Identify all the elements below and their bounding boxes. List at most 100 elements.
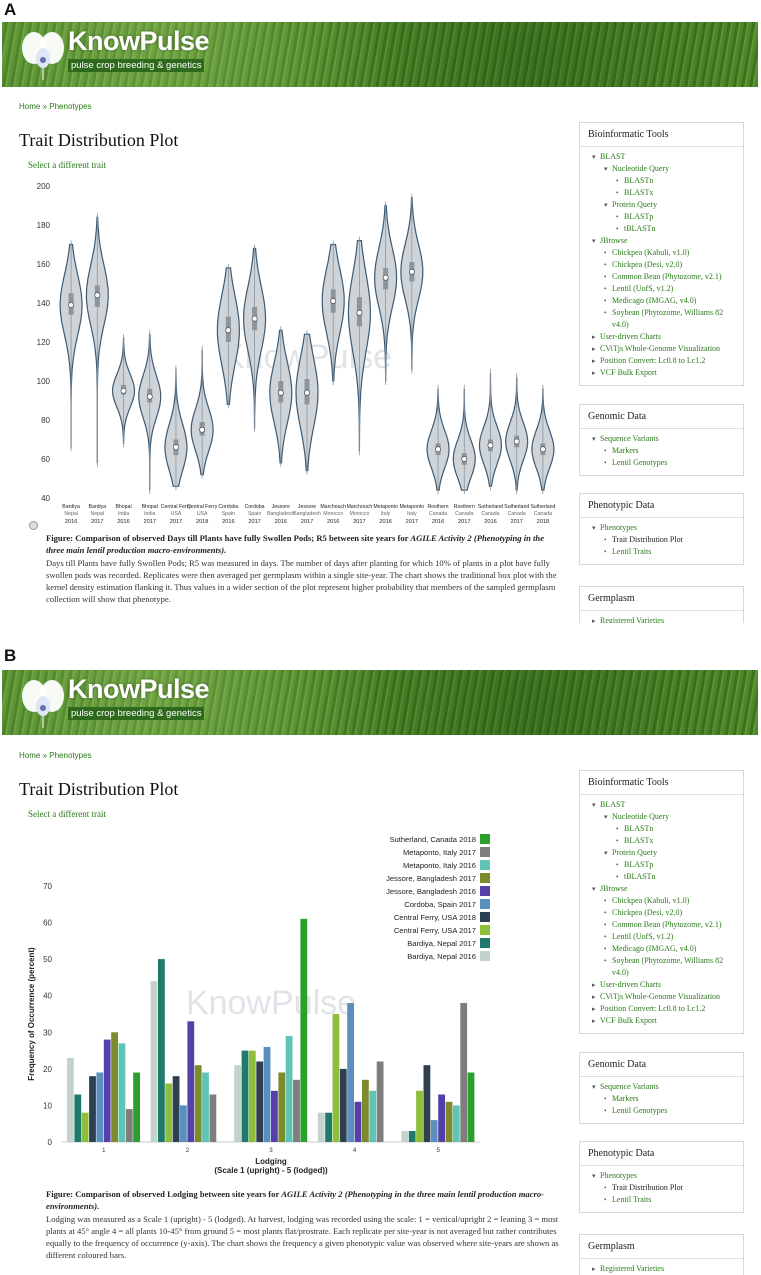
bullet-icon: • [616, 825, 619, 833]
sidebar-item-sequence-variants[interactable]: ▾ Sequence Variants [592, 433, 735, 445]
sidebar-item-markers[interactable]: • Markers [592, 445, 735, 457]
sidebar-item-label: Position Convert: Lc0.8 to Lc1.2 [600, 1004, 706, 1013]
page-title: Trait Distribution Plot [19, 779, 179, 799]
bullet-icon: • [604, 945, 607, 953]
sidebar-item-blastx[interactable]: • BLASTx [592, 187, 735, 199]
sidebar-item-vcf-bulk-export[interactable]: ▸ VCF Bulk Export [592, 1015, 735, 1027]
sidebar-item-sequence-variants[interactable]: ▾ Sequence Variants [592, 1081, 735, 1093]
knowpulse-flower-logo[interactable] [20, 676, 66, 728]
sidebar-item-medicago-imgag-v4-0[interactable]: • Medicago (IMGAG, v4.0) [592, 295, 735, 307]
sidebar-item-soybean-phytozome-williams-82[interactable]: • Soybean (Phytozome, Williams 82 [592, 955, 735, 967]
sidebar-item-blast[interactable]: ▾ BLAST [592, 799, 735, 811]
sidebar-item-phenotypes[interactable]: ▾ Phenotypes [592, 1170, 735, 1182]
sidebar-item-lentil-uofs-v1-2[interactable]: • Lentil (UofS, v1.2) [592, 931, 735, 943]
sidebar-item-label: VCF Bulk Export [600, 368, 657, 377]
sidebar-item-phenotypes[interactable]: ▾ Phenotypes [592, 522, 735, 534]
x-tick-country: Morocco [349, 511, 369, 517]
x-tick-country: Canada [481, 511, 499, 517]
sidebar-item-lentil-uofs-v1-2[interactable]: • Lentil (UofS, v1.2) [592, 283, 735, 295]
x-tick-site: Metaponto [373, 504, 398, 510]
sidebar-item-position-convert-lc0-8-to-lc1-2[interactable]: ▸ Position Convert: Lc0.8 to Lc1.2 [592, 1003, 735, 1015]
sidebar-item-protein-query[interactable]: ▾ Protein Query [592, 847, 735, 859]
sidebar-item-lentil-traits[interactable]: • Lentil Traits [592, 546, 735, 558]
sidebar-item-lentil-genotypes[interactable]: • Lentil Genotypes [592, 457, 735, 469]
x-tick-site: Marchouch [320, 504, 346, 510]
sidebar-item-label: Sequence Variants [600, 1082, 659, 1091]
x-tick-site: Jessore [298, 504, 316, 510]
site-brand[interactable]: KnowPulse [68, 674, 210, 704]
sidebar-item-blast[interactable]: ▾ BLAST [592, 151, 735, 163]
sidebar-item-cvitjs-whole-genome-visualization[interactable]: ▸ CViTjs Whole-Genome Visualization [592, 991, 735, 1003]
bullet-icon: • [604, 261, 607, 269]
sidebar-item-trait-distribution-plot[interactable]: • Trait Distribution Plot [592, 1182, 735, 1194]
sidebar-item-blastx[interactable]: • BLASTx [592, 835, 735, 847]
y-tick-label: 40 [41, 494, 50, 503]
bullet-icon: • [604, 273, 607, 281]
y-tick-label: 200 [37, 182, 51, 191]
median-dot [277, 389, 284, 396]
sidebar-item-chickpea-desi-v2-0[interactable]: • Chickpea (Desi, v2.0) [592, 907, 735, 919]
sidebar-item-trait-distribution-plot[interactable]: • Trait Distribution Plot [592, 534, 735, 546]
sidebar-item-chickpea-desi-v2-0[interactable]: • Chickpea (Desi, v2.0) [592, 259, 735, 271]
x-tick-site: Cordoba [245, 504, 265, 510]
x-tick-year: 2017 [353, 519, 365, 525]
download-icon[interactable] [29, 521, 38, 530]
breadcrumb-home[interactable]: Home [19, 102, 41, 111]
median-dot [173, 444, 179, 451]
sidebar-item-blastp[interactable]: • BLASTp [592, 859, 735, 871]
sidebar-item-chickpea-kabuli-v1-0[interactable]: • Chickpea (Kabuli, v1.0) [592, 247, 735, 259]
sidebar-item-markers[interactable]: • Markers [592, 1093, 735, 1105]
sidebar-item-jbrowse[interactable]: ▾ JBrowse [592, 235, 735, 247]
bar [150, 981, 158, 1142]
x-tick-site: Rosthern [454, 504, 475, 510]
sidebar-item-tblastn[interactable]: • tBLASTn [592, 223, 735, 235]
sidebar-item-chickpea-kabuli-v1-0[interactable]: • Chickpea (Kabuli, v1.0) [592, 895, 735, 907]
bar [172, 1076, 180, 1142]
germ-list: ▸ Registered Varieties [580, 1259, 743, 1275]
sidebar-item-nucleotide-query[interactable]: ▾ Nucleotide Query [592, 811, 735, 823]
sidebar-item-blastp[interactable]: • BLASTp [592, 211, 735, 223]
sidebar-item-protein-query[interactable]: ▾ Protein Query [592, 199, 735, 211]
select-trait-link[interactable]: Select a different trait [28, 809, 107, 819]
sidebar-item-common-bean-phytozome-v2-1[interactable]: • Common Bean (Phytozome, v2.1) [592, 271, 735, 283]
bullet-icon: • [604, 1196, 607, 1204]
sidebar-item-soybean-phytozome-williams-82[interactable]: • Soybean (Phytozome, Williams 82 [592, 307, 735, 319]
sidebar-item-v4-0[interactable]: v4.0) [592, 319, 735, 331]
select-trait-link[interactable]: Select a different trait [28, 160, 107, 170]
knowpulse-flower-logo[interactable] [20, 28, 66, 80]
sidebar-item-position-convert-lc0-8-to-lc1-2[interactable]: ▸ Position Convert: Lc0.8 to Lc1.2 [592, 355, 735, 367]
site-brand[interactable]: KnowPulse [68, 26, 210, 56]
sidebar-item-nucleotide-query[interactable]: ▾ Nucleotide Query [592, 163, 735, 175]
sidebar-item-tblastn[interactable]: • tBLASTn [592, 871, 735, 883]
sidebar-item-lentil-genotypes[interactable]: • Lentil Genotypes [592, 1105, 735, 1117]
sidebar-item-vcf-bulk-export[interactable]: ▸ VCF Bulk Export [592, 367, 735, 379]
sidebar-item-jbrowse[interactable]: ▾ JBrowse [592, 883, 735, 895]
sidebar-item-common-bean-phytozome-v2-1[interactable]: • Common Bean (Phytozome, v2.1) [592, 919, 735, 931]
sidebar-item-user-driven-charts[interactable]: ▸ User-driven Charts [592, 979, 735, 991]
bullet-icon: • [604, 957, 607, 965]
sidebar-item-registered-varieties[interactable]: ▸ Registered Varieties [592, 615, 735, 623]
x-tick-site: Marchouch [347, 504, 373, 510]
sidebar-item-user-driven-charts[interactable]: ▸ User-driven Charts [592, 331, 735, 343]
watermark: KnowPulse [186, 984, 356, 1022]
sidebar-item-lentil-traits[interactable]: • Lentil Traits [592, 1194, 735, 1206]
legend-swatch [480, 951, 490, 961]
bullet-icon: • [604, 548, 607, 556]
bar [67, 1057, 74, 1142]
x-tick-year: 2017 [248, 519, 260, 525]
caret-down-icon: ▾ [592, 435, 596, 443]
sidebar-item-blastn[interactable]: • BLASTn [592, 175, 735, 187]
breadcrumb-current[interactable]: Phenotypes [49, 751, 92, 760]
sidebar-item-cvitjs-whole-genome-visualization[interactable]: ▸ CViTjs Whole-Genome Visualization [592, 343, 735, 355]
breadcrumb-current[interactable]: Phenotypes [49, 102, 92, 111]
breadcrumb-home[interactable]: Home [19, 751, 41, 760]
sidebar-item-v4-0[interactable]: v4.0) [592, 967, 735, 979]
sidebar-item-label: Phenotypes [600, 523, 637, 532]
sidebar-item-medicago-imgag-v4-0[interactable]: • Medicago (IMGAG, v4.0) [592, 943, 735, 955]
caret-right-icon: ▸ [592, 357, 596, 365]
sidebar-item-blastn[interactable]: • BLASTn [592, 823, 735, 835]
sidebar-item-registered-varieties[interactable]: ▸ Registered Varieties [592, 1263, 735, 1275]
x-tick-year: 2017 [510, 519, 522, 525]
caption-body: Lodging was measured as a Scale 1 (uprig… [46, 1213, 559, 1261]
legend-swatch [480, 860, 490, 870]
